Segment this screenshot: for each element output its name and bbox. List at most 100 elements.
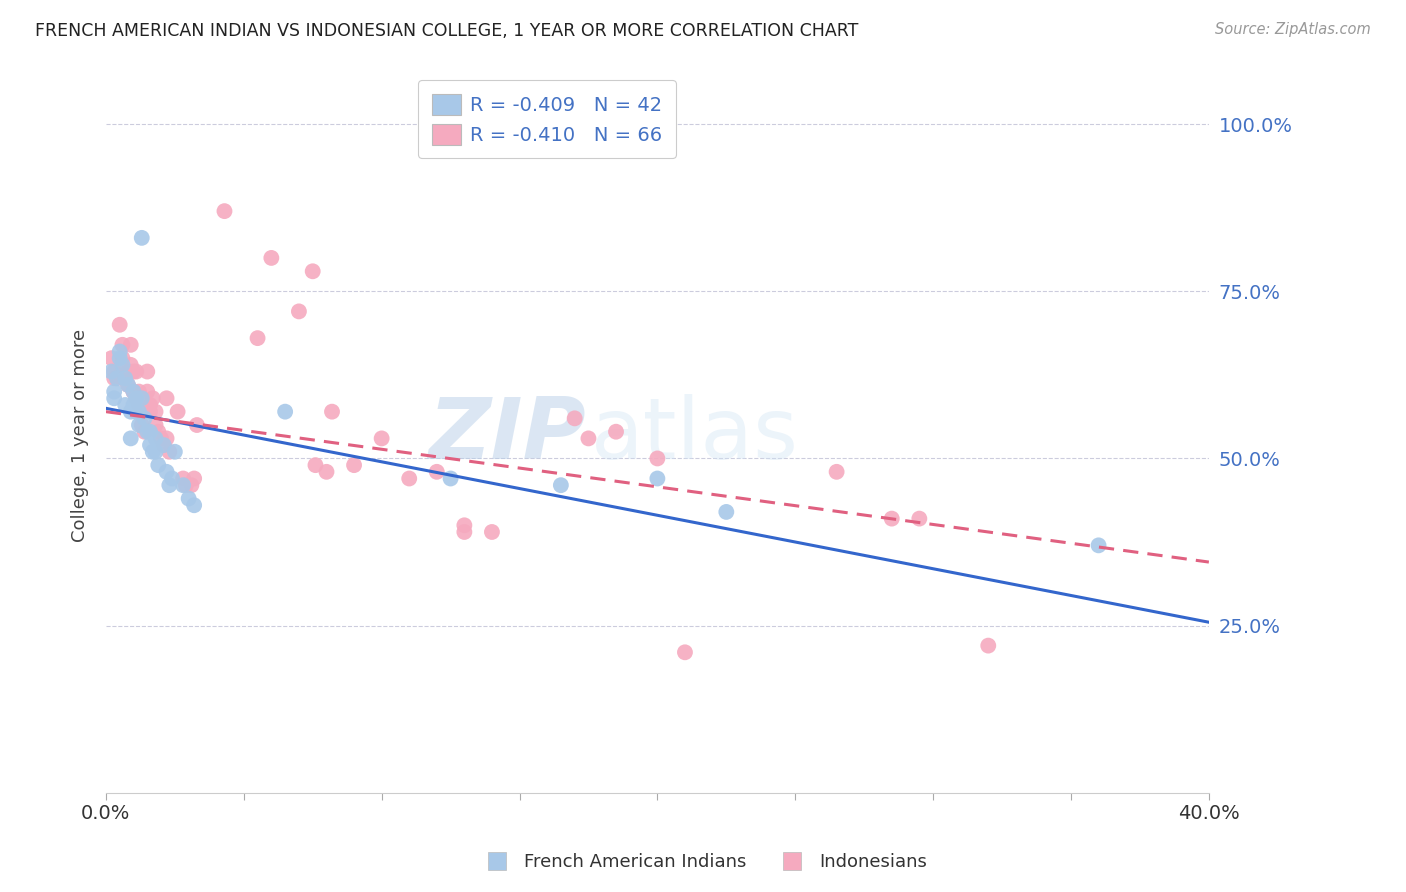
Point (155, 392, 177, 406)
Point (180, 478, 202, 492)
Point (120, 405, 142, 419)
Point (288, 304, 311, 318)
Point (153, 438, 176, 452)
Point (105, 371, 128, 385)
Point (550, 478, 572, 492)
Point (125, 365, 148, 379)
Text: ZIP: ZIP (427, 393, 586, 476)
Point (177, 491, 200, 506)
Point (131, 392, 153, 406)
Point (481, 524, 503, 539)
Point (908, 511, 931, 525)
Point (142, 392, 165, 406)
Point (103, 365, 125, 379)
Point (103, 371, 125, 385)
Point (136, 425, 159, 439)
Point (260, 251, 283, 265)
Point (183, 498, 205, 512)
Point (343, 458, 366, 472)
Point (108, 318, 131, 332)
Point (315, 465, 337, 479)
Point (125, 405, 148, 419)
Point (100, 351, 122, 366)
Point (108, 351, 131, 366)
Text: Source: ZipAtlas.com: Source: ZipAtlas.com (1215, 22, 1371, 37)
Point (153, 438, 176, 452)
Point (125, 392, 148, 406)
Point (131, 405, 153, 419)
Legend: French American Indians, Indonesians: French American Indians, Indonesians (472, 847, 934, 879)
Point (122, 384, 145, 399)
Point (120, 338, 142, 352)
Point (120, 358, 142, 372)
Point (139, 405, 162, 419)
Point (148, 425, 170, 439)
Point (172, 471, 194, 485)
Point (117, 378, 139, 392)
Point (139, 425, 162, 439)
Point (453, 524, 475, 539)
Point (111, 338, 134, 352)
Point (578, 431, 600, 445)
Point (186, 417, 208, 432)
Point (131, 417, 153, 432)
Point (163, 444, 186, 458)
Point (370, 431, 392, 445)
Point (304, 458, 326, 472)
Point (673, 645, 696, 659)
Point (111, 358, 134, 372)
Point (139, 398, 162, 412)
Point (117, 365, 139, 379)
Point (100, 365, 122, 379)
Point (977, 639, 1000, 653)
Legend: R = -0.409   N = 42, R = -0.410   N = 66: R = -0.409 N = 42, R = -0.410 N = 66 (418, 80, 676, 159)
Point (145, 405, 167, 419)
Point (150, 431, 173, 445)
Point (131, 231, 153, 245)
Point (122, 365, 145, 379)
Point (128, 384, 150, 399)
Point (142, 444, 165, 458)
Point (880, 511, 903, 525)
Point (160, 471, 183, 485)
Point (321, 405, 343, 419)
Point (128, 398, 150, 412)
Point (122, 384, 145, 399)
Point (274, 405, 297, 419)
Point (166, 405, 188, 419)
Text: atlas: atlas (591, 393, 799, 476)
Point (453, 518, 475, 533)
Point (136, 384, 159, 399)
Point (136, 365, 159, 379)
Point (157, 478, 180, 492)
Point (647, 451, 669, 466)
Point (647, 471, 669, 485)
Point (145, 431, 167, 445)
Point (105, 371, 128, 385)
Point (120, 431, 142, 445)
Text: FRENCH AMERICAN INDIAN VS INDONESIAN COLLEGE, 1 YEAR OR MORE CORRELATION CHART: FRENCH AMERICAN INDIAN VS INDONESIAN COL… (35, 22, 859, 40)
Point (108, 344, 131, 359)
Point (148, 458, 170, 472)
Point (114, 365, 136, 379)
Point (439, 471, 461, 485)
Point (398, 471, 420, 485)
Point (103, 392, 125, 406)
Point (145, 417, 167, 432)
Point (122, 398, 145, 412)
Point (111, 351, 134, 366)
Point (246, 331, 269, 345)
Point (145, 444, 167, 458)
Point (1087, 538, 1109, 552)
Point (155, 465, 177, 479)
Point (564, 411, 586, 425)
Point (134, 411, 156, 425)
Point (172, 478, 194, 492)
Point (122, 384, 145, 399)
Point (155, 431, 177, 445)
Point (128, 405, 150, 419)
Point (139, 438, 162, 452)
Point (117, 378, 139, 392)
Point (605, 425, 627, 439)
Point (134, 425, 156, 439)
